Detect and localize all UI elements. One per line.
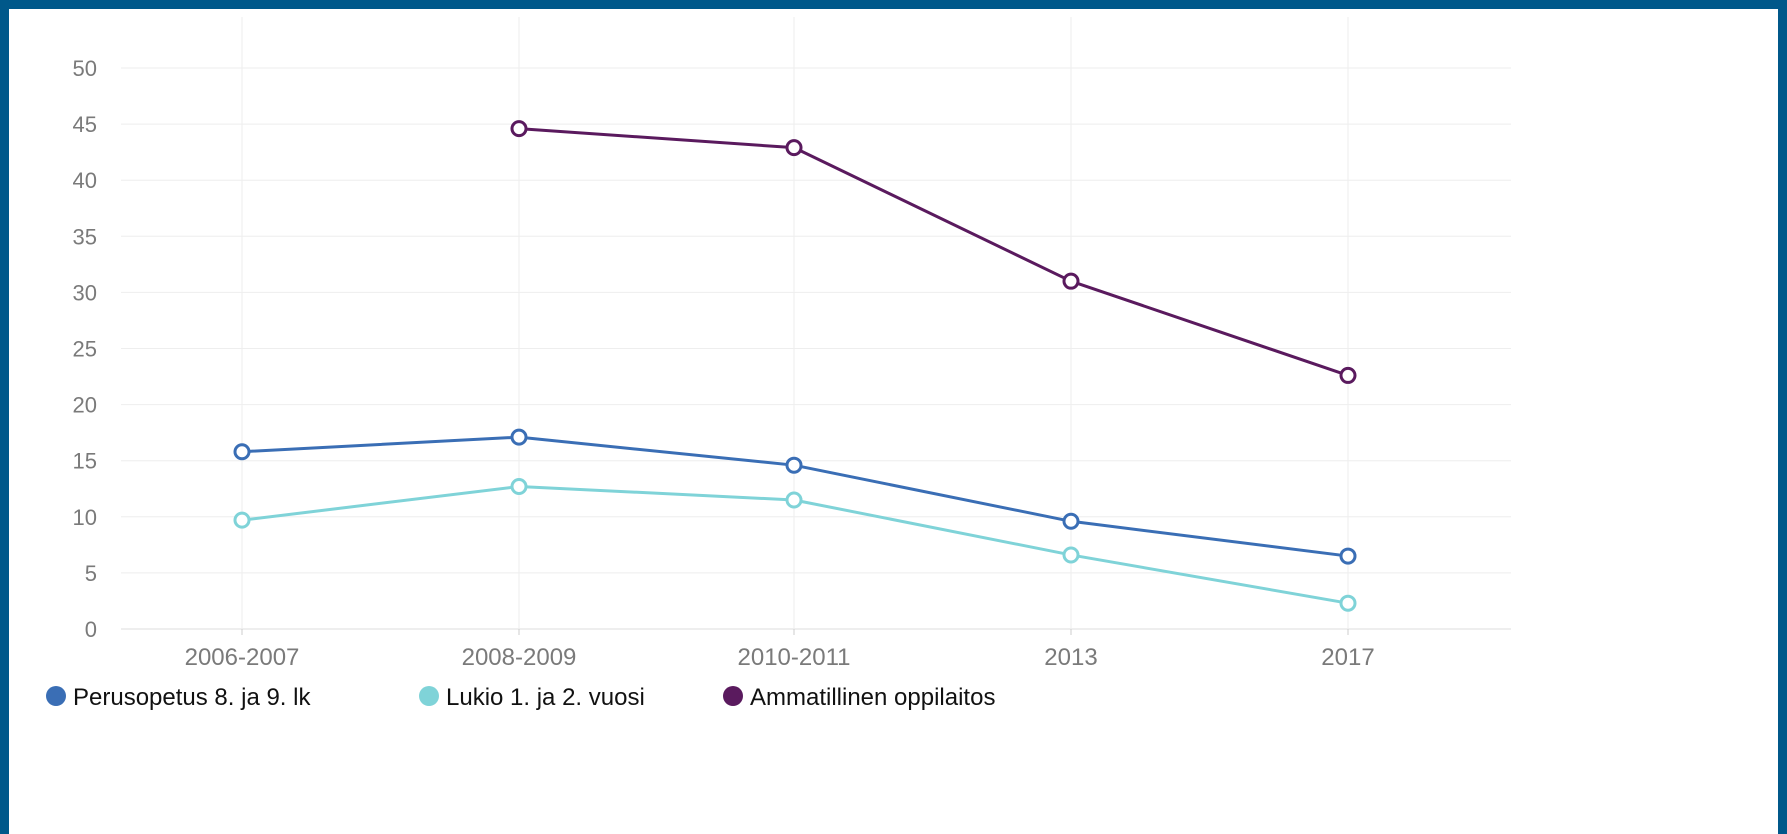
y-tick-label: 50	[73, 56, 97, 81]
y-tick-label: 20	[73, 393, 97, 418]
legend-label: Perusopetus 8. ja 9. lk	[73, 684, 311, 711]
x-tick-label: 2010-2011	[738, 644, 851, 671]
legend-item[interactable]: Ammatillinen oppilaitos	[723, 684, 995, 711]
series-3	[510, 120, 1357, 384]
data-point[interactable]	[785, 491, 803, 509]
data-point[interactable]	[1339, 366, 1357, 384]
data-point[interactable]	[1339, 547, 1357, 565]
x-axis-ticks: 2006-2007 2008-2009 2010-2011 2013 2017	[185, 644, 1375, 671]
y-tick-label: 30	[73, 280, 97, 305]
y-tick-label: 35	[73, 224, 97, 249]
data-point[interactable]	[785, 139, 803, 157]
x-tick-label: 2013	[1044, 644, 1097, 671]
data-point[interactable]	[785, 456, 803, 474]
y-tick-label: 40	[73, 168, 97, 193]
y-tick-label: 15	[73, 449, 97, 474]
data-point[interactable]	[1062, 512, 1080, 530]
grid-layer	[121, 17, 1511, 635]
legend-swatch	[46, 686, 66, 706]
y-axis-ticks: 0 5 10 15 20 25 30 35 40 45 50	[73, 56, 97, 642]
data-point[interactable]	[1339, 594, 1357, 612]
legend-item[interactable]: Lukio 1. ja 2. vuosi	[419, 684, 645, 711]
y-tick-label: 45	[73, 112, 97, 137]
data-point[interactable]	[510, 478, 528, 496]
legend-label: Lukio 1. ja 2. vuosi	[446, 684, 645, 711]
legend-item[interactable]: Perusopetus 8. ja 9. lk	[46, 684, 311, 711]
x-tick-label: 2017	[1321, 644, 1374, 671]
data-point[interactable]	[1062, 546, 1080, 564]
legend-swatch	[723, 686, 743, 706]
legend-label: Ammatillinen oppilaitos	[750, 684, 995, 711]
series-2	[233, 478, 1357, 612]
data-point[interactable]	[510, 120, 528, 138]
legend: Perusopetus 8. ja 9. lk Lukio 1. ja 2. vu…	[46, 684, 995, 711]
y-tick-label: 25	[73, 337, 97, 362]
y-tick-label: 0	[85, 617, 97, 642]
series-1	[233, 428, 1357, 565]
data-point[interactable]	[233, 511, 251, 529]
legend-swatch	[419, 686, 439, 706]
x-tick-label: 2008-2009	[462, 644, 577, 671]
chart-panel: 0 5 10 15 20 25 30 35 40 45 50 2006-2007 2008-2009 2…	[9, 9, 1778, 834]
y-tick-label: 10	[73, 505, 97, 530]
series-line	[518, 127, 1349, 377]
data-point[interactable]	[233, 443, 251, 461]
series-layer	[233, 120, 1357, 612]
x-tick-label: 2006-2007	[185, 644, 300, 671]
data-point[interactable]	[1062, 272, 1080, 290]
y-tick-label: 5	[85, 561, 97, 586]
data-point[interactable]	[510, 428, 528, 446]
